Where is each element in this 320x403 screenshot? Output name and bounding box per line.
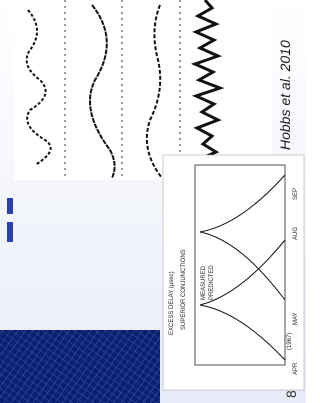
grid-image: [0, 330, 160, 403]
legend-entry: MEASURED: [201, 265, 207, 300]
month-label: AUG: [293, 227, 299, 240]
citation: Hobbs et al. 2010: [277, 40, 293, 150]
plot-title: SUPERIOR CONJUNCTIONS: [181, 249, 187, 330]
legend-entry: PREDICTED: [209, 265, 215, 300]
residual-figure: [14, 0, 272, 180]
title-fragment: [7, 222, 13, 242]
slide: {"citation": "Hobbs et al. 2010", "plot"…: [0, 0, 306, 403]
y-axis-label: EXCESS DELAY (μsec): [169, 271, 175, 335]
slide-canvas: Hobbs et al. 2010 SUPERIOR CONJUNCTIONS …: [0, 0, 306, 403]
year-label: (1967): [287, 333, 293, 350]
delay-plot: SUPERIOR CONJUNCTIONS MEASURED PREDICTED…: [163, 155, 304, 390]
month-label: SEP: [293, 188, 299, 200]
title-fragment: [7, 198, 13, 214]
page-number: 8: [283, 390, 299, 398]
month-label: MAY: [293, 312, 299, 325]
month-label: APR: [293, 362, 299, 375]
